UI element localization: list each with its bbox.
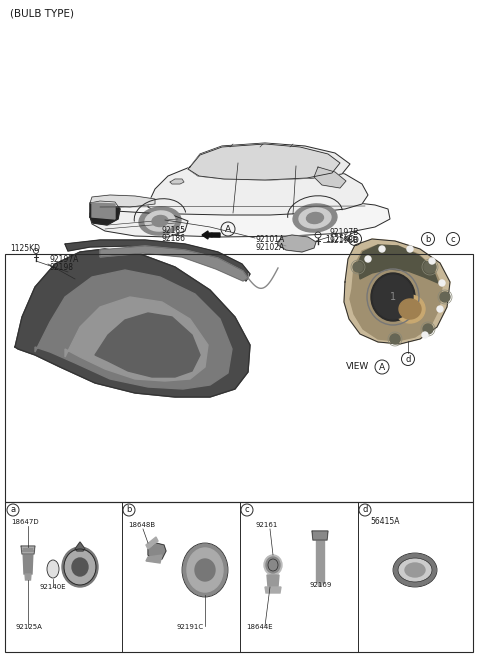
Text: 92169: 92169 [310,582,332,588]
Polygon shape [170,179,184,184]
Text: 92197A: 92197A [50,255,79,264]
Text: 1: 1 [390,292,396,302]
Polygon shape [90,195,155,207]
Ellipse shape [48,561,58,577]
Text: c: c [245,505,249,514]
Text: 92185: 92185 [162,226,186,235]
Ellipse shape [299,208,331,228]
Ellipse shape [72,558,88,576]
Polygon shape [90,199,390,237]
Ellipse shape [399,559,431,581]
Polygon shape [146,537,158,549]
Text: (BULB TYPE): (BULB TYPE) [10,9,74,19]
Ellipse shape [264,555,282,575]
Circle shape [437,306,443,312]
Text: 18647D: 18647D [11,519,38,525]
Text: VIEW: VIEW [346,362,369,371]
Polygon shape [350,245,442,341]
Polygon shape [358,245,438,283]
Polygon shape [188,143,350,180]
Text: a: a [352,235,358,244]
Text: 92191C: 92191C [177,624,204,630]
Polygon shape [92,203,115,219]
Polygon shape [65,297,208,381]
Circle shape [379,246,385,252]
Polygon shape [202,231,220,239]
Polygon shape [278,235,316,252]
Polygon shape [267,575,279,587]
Circle shape [429,258,435,264]
Ellipse shape [183,544,227,596]
Text: 56415A: 56415A [370,517,399,526]
Ellipse shape [293,204,337,232]
Ellipse shape [187,548,223,592]
Ellipse shape [145,211,175,231]
Polygon shape [148,163,368,215]
Text: a: a [11,505,15,514]
Polygon shape [100,246,248,281]
Polygon shape [25,574,31,580]
Polygon shape [344,239,450,344]
Ellipse shape [405,563,425,577]
Polygon shape [90,201,120,225]
Polygon shape [146,555,162,563]
Polygon shape [23,550,33,574]
Text: c: c [451,235,456,244]
Text: 92186: 92186 [162,234,186,243]
Polygon shape [35,270,232,389]
Text: 92161: 92161 [256,522,278,528]
Ellipse shape [423,324,433,334]
Ellipse shape [152,215,168,227]
Polygon shape [318,582,322,586]
Text: 92197B: 92197B [330,228,359,237]
Polygon shape [75,542,85,551]
Text: 18644E: 18644E [246,624,273,630]
Polygon shape [265,587,281,593]
Ellipse shape [395,295,425,323]
Text: 1125KD: 1125KD [10,244,40,253]
Ellipse shape [440,292,450,302]
Text: A: A [225,225,231,233]
Ellipse shape [394,554,436,586]
Text: 92101A: 92101A [256,235,285,244]
Text: 92198: 92198 [50,263,74,272]
Ellipse shape [424,261,436,273]
Polygon shape [95,313,200,377]
Polygon shape [148,543,166,561]
Ellipse shape [373,275,413,319]
Circle shape [365,256,371,262]
Text: d: d [362,505,368,514]
Polygon shape [188,144,340,180]
Ellipse shape [139,207,181,235]
Text: 92102A: 92102A [256,243,285,252]
Ellipse shape [399,299,421,319]
Ellipse shape [65,550,95,584]
Ellipse shape [307,212,324,223]
Ellipse shape [353,262,363,272]
Text: 92140E: 92140E [40,584,66,590]
Text: 92125A: 92125A [15,624,42,630]
Circle shape [422,332,428,338]
Polygon shape [316,536,324,582]
Polygon shape [65,240,250,281]
Ellipse shape [266,557,280,573]
Text: A: A [379,363,385,371]
Polygon shape [15,249,250,397]
Polygon shape [90,211,188,237]
Polygon shape [312,531,328,540]
Ellipse shape [62,547,98,587]
Polygon shape [314,167,346,188]
Circle shape [407,246,413,252]
Text: 92198D: 92198D [330,236,360,245]
Ellipse shape [390,334,400,344]
Text: 18648B: 18648B [128,522,155,528]
Text: d: d [405,355,411,363]
Text: b: b [425,235,431,244]
Ellipse shape [195,559,215,581]
Text: 1125KO: 1125KO [325,235,355,244]
Text: b: b [126,505,132,514]
Ellipse shape [371,273,415,321]
Circle shape [439,280,445,286]
Polygon shape [21,546,35,554]
